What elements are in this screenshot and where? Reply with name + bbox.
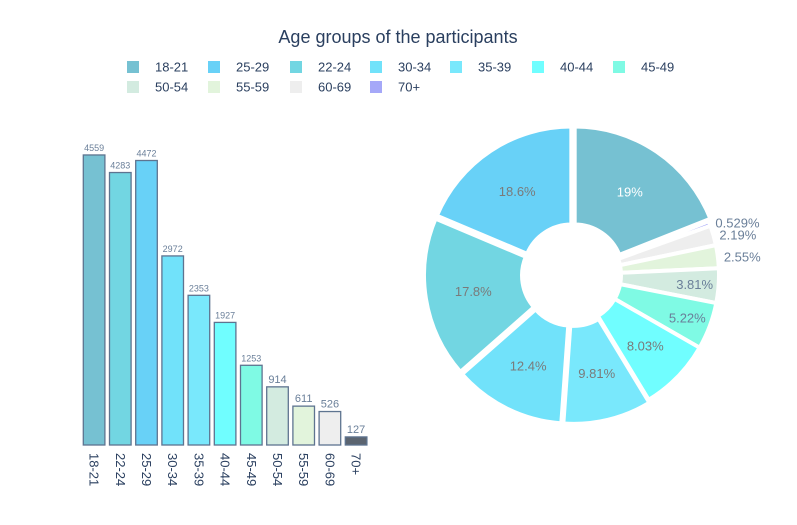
legend-label: 22-24 [318,60,351,75]
x-tick-label: 22-24 [113,453,128,486]
bar[interactable] [187,294,211,446]
legend-item[interactable]: 35-39 [450,60,511,75]
legend-item[interactable]: 55-59 [208,80,269,95]
legend-item[interactable]: 50-54 [127,80,188,95]
donut-chart: 19% 0.529%2.19% 2.55% 3.81% 5.22% 8.03% 9.81% 1… [422,124,761,426]
legend-label: 70+ [398,80,420,95]
legend: 18-21 25-29 22-24 30-34 35-39 40-44 45-49 50-54… [127,60,674,95]
bar-value-label: 1927 [215,310,235,320]
slice-percent-label: 8.03% [627,339,664,354]
legend-label: 35-39 [478,60,511,75]
bar[interactable] [292,405,316,446]
bar-value-label: 4559 [84,143,104,153]
legend-label: 55-59 [236,80,269,95]
legend-item[interactable]: 60-69 [290,80,351,95]
legend-swatch [208,81,220,93]
legend-swatch [370,81,382,93]
legend-item[interactable]: 22-24 [290,60,351,75]
bar[interactable] [266,386,289,446]
bar[interactable] [344,436,368,446]
bar[interactable] [213,321,237,446]
legend-swatch [127,81,139,93]
bar[interactable] [108,171,132,446]
pie-slice[interactable] [459,306,571,426]
x-tick-label: 50-54 [270,453,285,486]
bar[interactable] [135,159,158,446]
bar-value-label: 2972 [163,244,183,254]
legend-label: 25-29 [236,60,269,75]
legend-item[interactable]: 18-21 [127,60,188,75]
bar-value-label: 526 [321,399,339,411]
bar-chart: 4559 18-21 4283 22-24 4472 25-29 2972 30-34 2353… [82,143,368,486]
pie-slice[interactable] [572,124,714,258]
x-tick-label: 55-59 [296,453,311,486]
legend-swatch [532,61,544,73]
legend-item[interactable]: 70+ [370,80,420,95]
chart-title: Age groups of the participants [278,27,517,47]
legend-swatch [208,61,220,73]
bar[interactable] [82,154,106,446]
slice-percent-label: 0.529% [715,215,760,230]
bar-value-label: 127 [347,424,365,436]
x-tick-label: 18-21 [87,453,102,486]
bar-value-label: 2353 [189,283,209,293]
slice-percent-label: 9.81% [578,366,615,381]
legend-label: 50-54 [155,80,188,95]
legend-item[interactable]: 30-34 [370,60,431,75]
legend-label: 30-34 [398,60,431,75]
slice-percent-label: 18.6% [499,184,536,199]
pie-slice[interactable] [422,216,537,375]
legend-swatch [290,61,302,73]
legend-swatch [370,61,382,73]
bar-value-label: 4283 [110,161,130,171]
legend-swatch [290,81,302,93]
bar-value-label: 914 [268,374,286,386]
pie-slice[interactable] [561,316,653,426]
legend-item[interactable]: 40-44 [532,60,593,75]
x-tick-label: 40-44 [218,453,233,486]
bar-value-label: 611 [295,393,313,405]
slice-percent-label: 2.55% [724,249,761,264]
x-tick-label: 60-69 [322,453,337,486]
legend-label: 45-49 [641,60,674,75]
x-tick-label: 25-29 [139,453,154,486]
x-tick-label: 45-49 [244,453,259,486]
bar-value-label: 4472 [136,149,156,159]
legend-swatch [613,61,625,73]
slice-percent-label: 2.19% [719,228,756,243]
legend-label: 18-21 [155,60,188,75]
slice-percent-label: 5.22% [669,311,706,326]
legend-item[interactable]: 25-29 [208,60,269,75]
bar[interactable] [239,364,263,446]
legend-swatch [450,61,462,73]
x-tick-label: 35-39 [191,453,206,486]
x-tick-label: 30-34 [165,453,180,486]
legend-label: 40-44 [560,60,593,75]
legend-item[interactable]: 45-49 [613,60,674,75]
slice-percent-label: 19% [617,184,643,199]
bar[interactable] [161,255,185,446]
legend-label: 60-69 [318,80,351,95]
legend-swatch [127,61,139,73]
slice-percent-label: 12.4% [510,358,547,373]
x-tick-label: 70+ [349,453,364,475]
bar-value-label: 1253 [241,353,261,363]
slice-percent-label: 3.81% [676,277,713,292]
slice-percent-label: 17.8% [455,284,492,299]
bar[interactable] [318,410,342,446]
pie-slice[interactable] [434,124,574,257]
